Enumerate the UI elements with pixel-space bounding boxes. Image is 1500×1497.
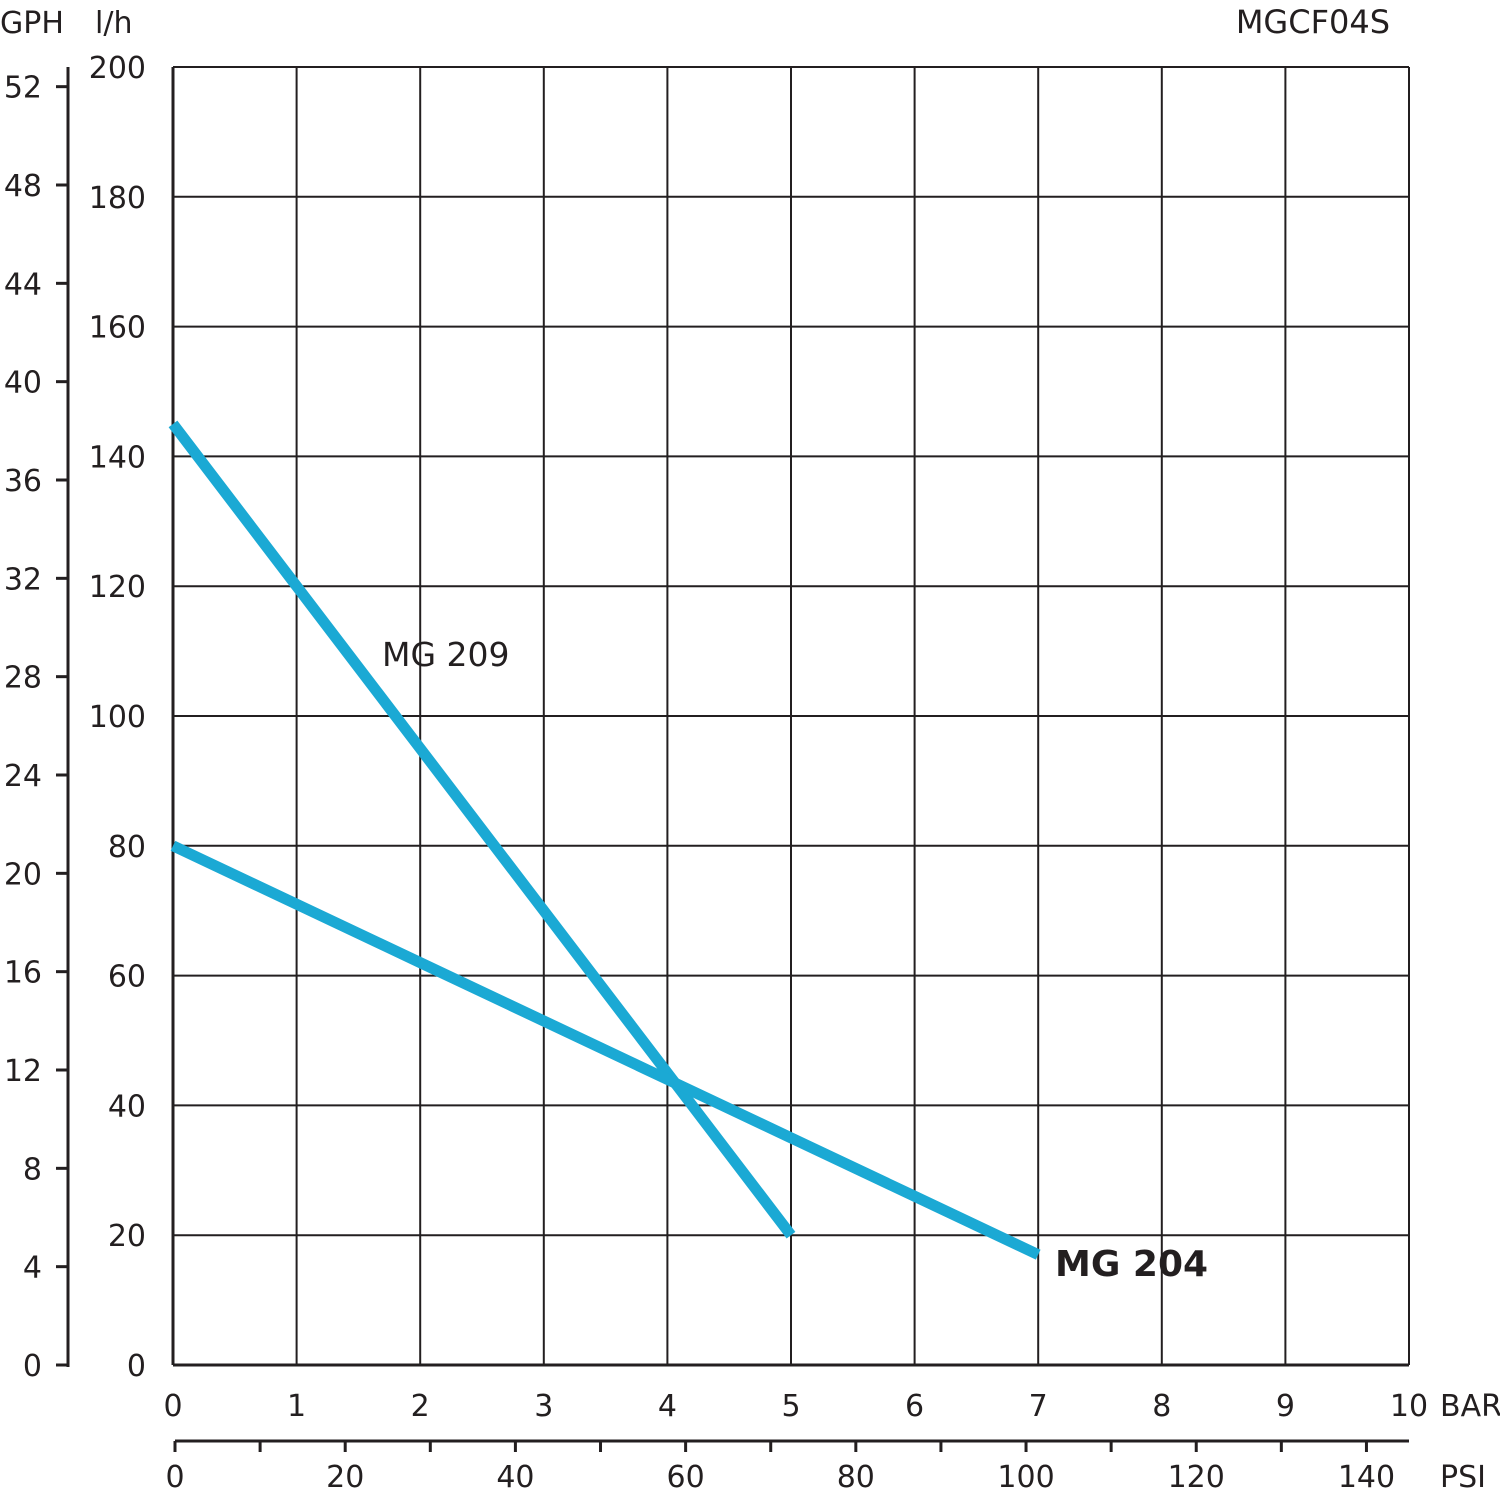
gph-tick-label: 48 xyxy=(4,169,42,204)
series-line-mg-204 xyxy=(170,840,1041,1260)
bar-unit-label: BAR xyxy=(1440,1389,1500,1424)
bar-tick-label: 7 xyxy=(1029,1389,1048,1424)
bar-tick-label: 1 xyxy=(287,1389,306,1424)
bar-tick-label: 6 xyxy=(905,1389,924,1424)
lh-axis: 0 20 40 60 80 100 120 140 160 180 200 xyxy=(89,51,146,1384)
lh-tick-label: 140 xyxy=(89,440,146,475)
bar-tick-label: 8 xyxy=(1152,1389,1171,1424)
gph-tick-label: 8 xyxy=(23,1152,42,1187)
lh-tick-label: 80 xyxy=(108,830,146,865)
psi-axis: 0 20 40 60 80 100 120 140 xyxy=(165,1439,1409,1495)
gph-tick-label: 52 xyxy=(4,71,42,106)
gph-tick-label: 24 xyxy=(4,759,42,794)
gph-tick-label: 16 xyxy=(4,956,42,991)
psi-tick-label: 100 xyxy=(997,1460,1054,1495)
gph-tick-label: 20 xyxy=(4,857,42,892)
bar-tick-label: 5 xyxy=(781,1389,800,1424)
gph-tick-label: 36 xyxy=(4,464,42,499)
lh-unit-label: l/h xyxy=(95,6,132,41)
gph-tick-label: 32 xyxy=(4,562,42,597)
psi-tick-label: 80 xyxy=(837,1460,875,1495)
gph-tick-label: 12 xyxy=(4,1054,42,1089)
lh-tick-label: 200 xyxy=(89,51,146,86)
psi-tick-label: 40 xyxy=(496,1460,534,1495)
psi-unit-label: PSI xyxy=(1440,1460,1486,1495)
lh-tick-label: 40 xyxy=(108,1089,146,1124)
gph-tick-label: 40 xyxy=(4,366,42,401)
bar-tick-label: 2 xyxy=(411,1389,430,1424)
lh-tick-label: 20 xyxy=(108,1219,146,1254)
series-label-mg-204: MG 204 xyxy=(1055,1244,1208,1285)
gph-unit-label: GPH xyxy=(0,6,64,41)
lh-tick-label: 120 xyxy=(89,570,146,605)
lh-tick-label: 60 xyxy=(108,960,146,995)
bar-tick-label: 9 xyxy=(1276,1389,1295,1424)
psi-tick-label: 140 xyxy=(1338,1460,1395,1495)
bar-tick-label: 4 xyxy=(658,1389,677,1424)
bar-tick-label: 10 xyxy=(1390,1389,1428,1424)
series-line-mg-209 xyxy=(168,420,796,1239)
model-code: MGCF04S xyxy=(1236,3,1390,41)
psi-tick-label: 20 xyxy=(326,1460,364,1495)
series-label-mg-209: MG 209 xyxy=(382,635,510,674)
psi-tick-label: 120 xyxy=(1168,1460,1225,1495)
gph-tick-label: 44 xyxy=(4,267,42,302)
bar-axis: 0 1 2 3 4 5 6 7 8 9 10 xyxy=(163,1389,1428,1424)
bar-tick-label: 0 xyxy=(163,1389,182,1424)
gph-tick-label: 4 xyxy=(23,1251,42,1286)
psi-tick-label: 0 xyxy=(165,1460,184,1495)
psi-tick-label: 60 xyxy=(667,1460,705,1495)
bar-tick-label: 3 xyxy=(534,1389,553,1424)
series-lines xyxy=(168,420,1041,1260)
lh-tick-label: 180 xyxy=(89,181,146,216)
gph-tick-label: 0 xyxy=(23,1349,42,1384)
grid xyxy=(171,66,1410,1367)
lh-tick-label: 160 xyxy=(89,311,146,346)
lh-tick-label: 100 xyxy=(89,700,146,735)
lh-tick-label: 0 xyxy=(127,1349,146,1384)
gph-tick-label: 28 xyxy=(4,661,42,696)
